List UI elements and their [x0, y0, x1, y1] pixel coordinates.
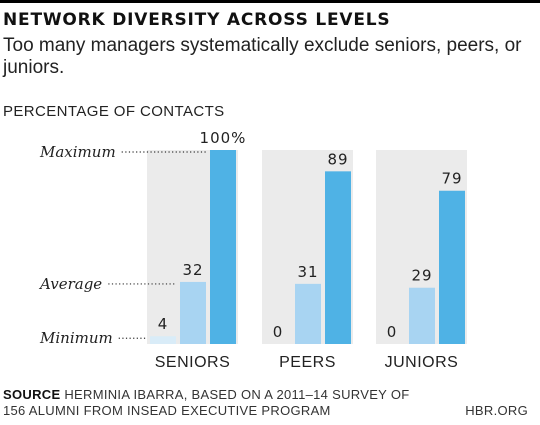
bar-minimum-seniors [150, 336, 176, 344]
bar-maximum-seniors [210, 150, 236, 344]
source-note: SOURCE HERMINIA IBARRA, BASED ON A 2011–… [3, 387, 433, 419]
chart-subtitle: Too many managers systematically exclude… [3, 35, 522, 78]
bar-maximum-juniors [439, 190, 465, 344]
credit: HBR.ORG [465, 403, 528, 418]
unit-label: PERCENTAGE OF CONTACTS [3, 103, 225, 120]
source-text: HERMINIA IBARRA, BASED ON A 2011–14 SURV… [3, 387, 410, 418]
bar-average-peers [295, 283, 321, 344]
source-label: SOURCE [3, 387, 61, 402]
bar-maximum-peers [325, 171, 351, 344]
category-label-peers: PEERS [279, 354, 336, 371]
value-label-average-juniors: 29 [411, 267, 432, 285]
value-label-minimum-seniors: 4 [158, 315, 169, 333]
category-label-juniors: JUNIORS [385, 354, 459, 371]
value-label-average-seniors: 32 [182, 261, 203, 279]
value-label-maximum-seniors: 100% [200, 129, 247, 147]
value-label-maximum-juniors: 79 [441, 170, 462, 188]
bar-average-juniors [409, 287, 435, 344]
measure-label-maximum: Maximum [39, 143, 116, 161]
measure-label-minimum: Minimum [39, 329, 113, 347]
value-label-average-peers: 31 [297, 263, 318, 281]
value-label-minimum-peers: 0 [273, 323, 284, 341]
value-label-minimum-juniors: 0 [387, 323, 398, 341]
category-label-seniors: SENIORS [155, 354, 231, 371]
measure-label-average: Average [38, 275, 102, 293]
bar-average-seniors [180, 281, 206, 344]
value-label-maximum-peers: 89 [327, 150, 348, 168]
chart-title: NETWORK DIVERSITY ACROSS LEVELS [3, 10, 391, 30]
top-rule [0, 0, 540, 3]
bar-chart: 4 0 0 32 31 29 100% 89 79 SENIORS PEERS JUNIORS Mini… [38, 129, 467, 371]
